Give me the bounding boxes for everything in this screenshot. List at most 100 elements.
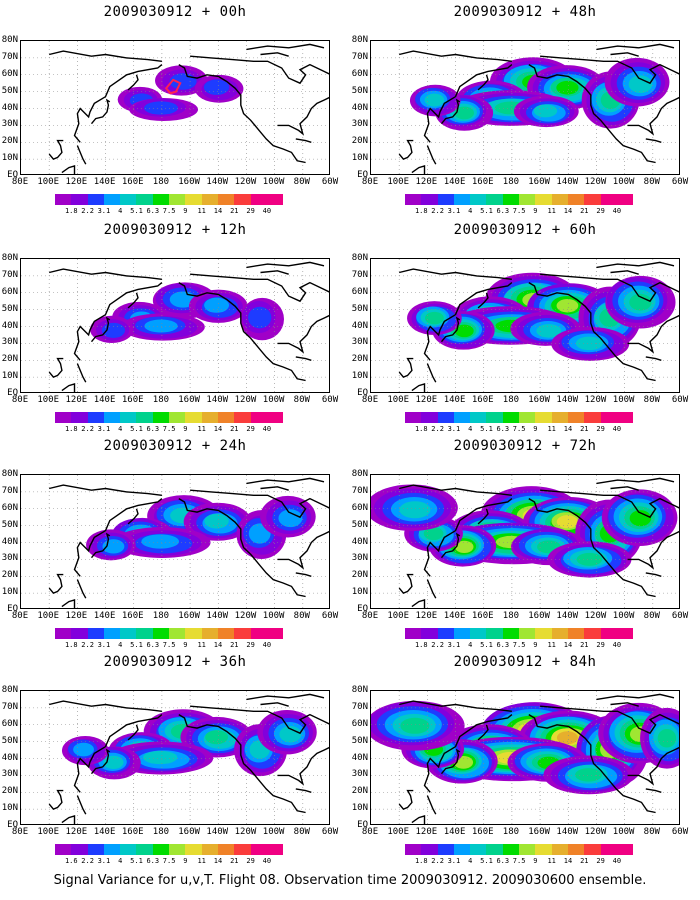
- coastline: [596, 261, 675, 269]
- colorbar-label: 4: [468, 425, 473, 433]
- colorbar-swatch: [152, 194, 170, 205]
- colorbar-label: 14: [213, 425, 223, 433]
- x-tick-label: 120E: [65, 827, 88, 837]
- coastline: [76, 795, 87, 815]
- colorbar-swatch: [87, 412, 104, 423]
- colorbar-label: 21: [580, 207, 589, 215]
- coastline: [426, 145, 437, 165]
- colorbar-label: 4: [468, 641, 473, 649]
- coastline: [76, 579, 87, 599]
- map-plot: [371, 475, 679, 608]
- x-tick-label: 160E: [121, 177, 144, 187]
- y-tick-label: 60N: [351, 68, 368, 79]
- coastline: [260, 486, 289, 491]
- x-tick-label: 160W: [178, 611, 200, 621]
- colorbar-swatch: [584, 628, 601, 639]
- coastline: [260, 52, 289, 57]
- coastline: [423, 64, 513, 143]
- contour-fill: [556, 515, 579, 529]
- colorbar: [55, 412, 284, 423]
- x-tick-label: 160W: [528, 611, 550, 621]
- coastline: [76, 363, 87, 383]
- x-tick-label: 160E: [471, 611, 494, 621]
- y-tick-label: 10N: [351, 587, 368, 598]
- colorbar-label: 14: [563, 207, 573, 215]
- x-tick-label: 60W: [321, 611, 339, 621]
- colorbar-swatch: [250, 194, 267, 205]
- coastline: [645, 138, 662, 143]
- colorbar-swatch: [136, 844, 153, 855]
- y-tick-label: 40N: [351, 102, 368, 113]
- y-tick-label: 40N: [351, 752, 368, 763]
- colorbar-swatch: [502, 628, 520, 639]
- y-tick-label: 30N: [351, 337, 368, 348]
- coastline: [295, 788, 312, 793]
- x-tick-label: 180: [502, 611, 520, 621]
- panel-title: 2009030912 + 84h: [453, 654, 597, 670]
- colorbar-swatch: [502, 412, 520, 423]
- colorbar-label: 14: [563, 857, 573, 865]
- colorbar-label: 4: [468, 857, 473, 865]
- colorbar-swatch: [120, 628, 137, 639]
- x-tick-label: 180: [502, 395, 520, 405]
- colorbar-label: 6.3: [496, 857, 510, 865]
- y-tick-label: 30N: [1, 337, 18, 348]
- y-tick-label: 30N: [1, 119, 18, 130]
- coastline: [477, 292, 489, 309]
- y-tick-label: 60N: [1, 68, 18, 79]
- contour-fill: [575, 768, 603, 782]
- variance-map: [20, 40, 330, 175]
- coastline: [627, 314, 679, 354]
- y-tick-label: 70N: [351, 51, 368, 62]
- colorbar-swatch: [519, 628, 536, 639]
- colorbar-swatch: [421, 844, 438, 855]
- y-tick-label: 60N: [351, 502, 368, 513]
- colorbar-swatch: [453, 628, 471, 639]
- contour-fill: [657, 728, 677, 748]
- contour-fill: [203, 79, 230, 95]
- contour-fill: [556, 80, 579, 95]
- colorbar-swatch: [234, 844, 251, 855]
- colorbar-swatch: [71, 844, 88, 855]
- contour-fill: [628, 75, 653, 93]
- contour-fill: [204, 297, 230, 313]
- x-tick-label: 160E: [121, 395, 144, 405]
- colorbar-swatch: [201, 844, 218, 855]
- y-tick-label: 40N: [351, 320, 368, 331]
- colorbar-swatch: [486, 844, 503, 855]
- colorbar-swatch: [502, 844, 520, 855]
- colorbar-label: 4: [468, 207, 473, 215]
- colorbar-swatch: [567, 844, 585, 855]
- colorbar-label: 21: [580, 425, 589, 433]
- colorbar-label: 4: [118, 857, 123, 865]
- y-tick-label: 60N: [1, 286, 18, 297]
- y-tick-label: 40N: [1, 536, 18, 547]
- colorbar-swatch: [87, 194, 104, 205]
- colorbar-swatch: [616, 844, 634, 855]
- coastline: [295, 572, 312, 577]
- colorbar-swatch: [486, 628, 503, 639]
- coastline: [477, 724, 489, 741]
- colorbar-swatch: [600, 844, 617, 855]
- contour-fill: [454, 106, 475, 120]
- x-tick-label: 140W: [556, 395, 579, 405]
- y-tick-label: 20N: [1, 786, 18, 797]
- colorbar-swatch: [55, 844, 72, 855]
- y-tick-label: 50N: [351, 85, 368, 96]
- coastline: [73, 282, 163, 361]
- coastline: [540, 55, 679, 85]
- x-tick-label: 100W: [262, 395, 285, 405]
- x-tick-label: 60W: [671, 395, 689, 405]
- x-tick-label: 160W: [178, 827, 200, 837]
- x-tick-label: 120E: [415, 611, 438, 621]
- x-tick-label: 140E: [93, 827, 116, 837]
- forecast-panel: 2009030912 + 60h 80N 70N 60N 50N 40N 30N 20N 10N…: [350, 218, 700, 438]
- y-tick-label: 20N: [351, 570, 368, 581]
- coastline: [440, 748, 461, 775]
- coastline: [426, 795, 437, 815]
- x-tick-label: 180: [152, 611, 170, 621]
- x-tick-label: 160E: [471, 395, 494, 405]
- colorbar-label: 1.8: [414, 641, 428, 649]
- coastline: [399, 50, 512, 62]
- colorbar-label: 2.2: [431, 641, 444, 649]
